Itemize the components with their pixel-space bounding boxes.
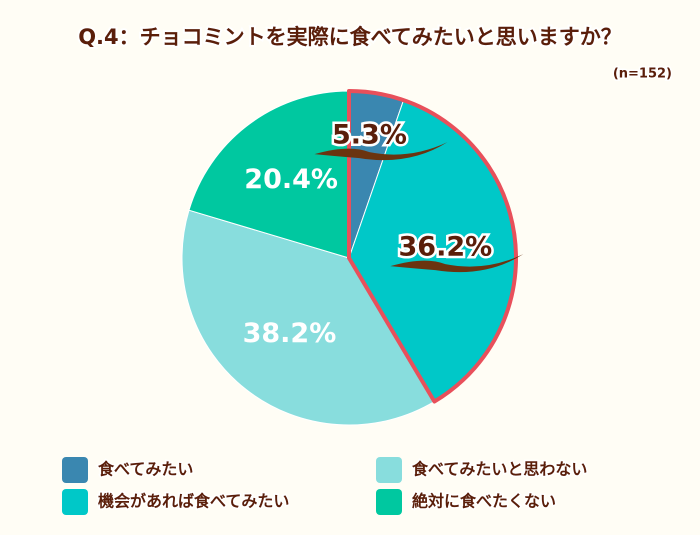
value-label: 38.2%	[243, 318, 337, 349]
legend-swatch	[376, 457, 402, 483]
label-ribbon	[314, 142, 448, 161]
legend-swatch	[62, 457, 88, 483]
legend-label: 食べてみたいと思わない	[411, 460, 587, 479]
value-label: 20.4%	[244, 164, 338, 195]
highlight-outline	[347, 89, 518, 404]
legend-label: 食べてみたい	[97, 460, 193, 479]
legend-label: 機会があれば食べてみたい	[98, 492, 289, 511]
legend-swatch	[376, 489, 402, 515]
value-label: 5.3%	[332, 120, 407, 151]
pie-slice	[181, 209, 436, 426]
legend-label: 絶対に食べたくない	[412, 492, 556, 511]
chart-subtitle: (n=152)	[613, 67, 672, 82]
label-ribbon	[390, 254, 524, 273]
legend-swatch	[62, 489, 88, 515]
pie-slice	[188, 90, 350, 259]
value-label: 36.2%	[399, 232, 493, 263]
chart-title: Q.4：チョコミントを実際に食べてみたいと思いますか？	[78, 25, 622, 49]
